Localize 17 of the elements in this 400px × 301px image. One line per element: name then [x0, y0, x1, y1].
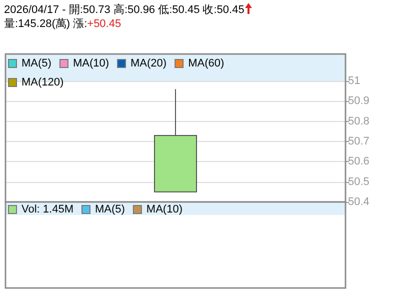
- y-tick-label: 50.8: [348, 115, 370, 128]
- legend-label: MA(10): [72, 58, 110, 70]
- y-tick-label: 50.6: [348, 156, 370, 168]
- legend-label: MA(10): [146, 204, 182, 216]
- y-tick-label: 50.9: [348, 95, 370, 108]
- legend-label: MA(5): [94, 204, 125, 216]
- legend-label: MA(60): [188, 58, 224, 70]
- chart-title: 2026/04/17 - 開:50.73 高:50.96 低:50.45 收:50.45: [4, 4, 244, 16]
- legend-label: Vol: 1.45M: [22, 204, 74, 216]
- legend-label: MA(20): [130, 58, 167, 70]
- y-tick-label: 50.4: [348, 196, 370, 208]
- legend-label: MA(120): [22, 76, 64, 88]
- y-tick-label: 51: [348, 75, 360, 87]
- y-tick-label: 50.5: [348, 176, 370, 188]
- chart-subtitle: 量:145.28(萬) 漲:+50.45: [4, 18, 122, 30]
- legend-label: MA(5): [22, 58, 52, 70]
- y-tick-label: 50.7: [348, 136, 370, 148]
